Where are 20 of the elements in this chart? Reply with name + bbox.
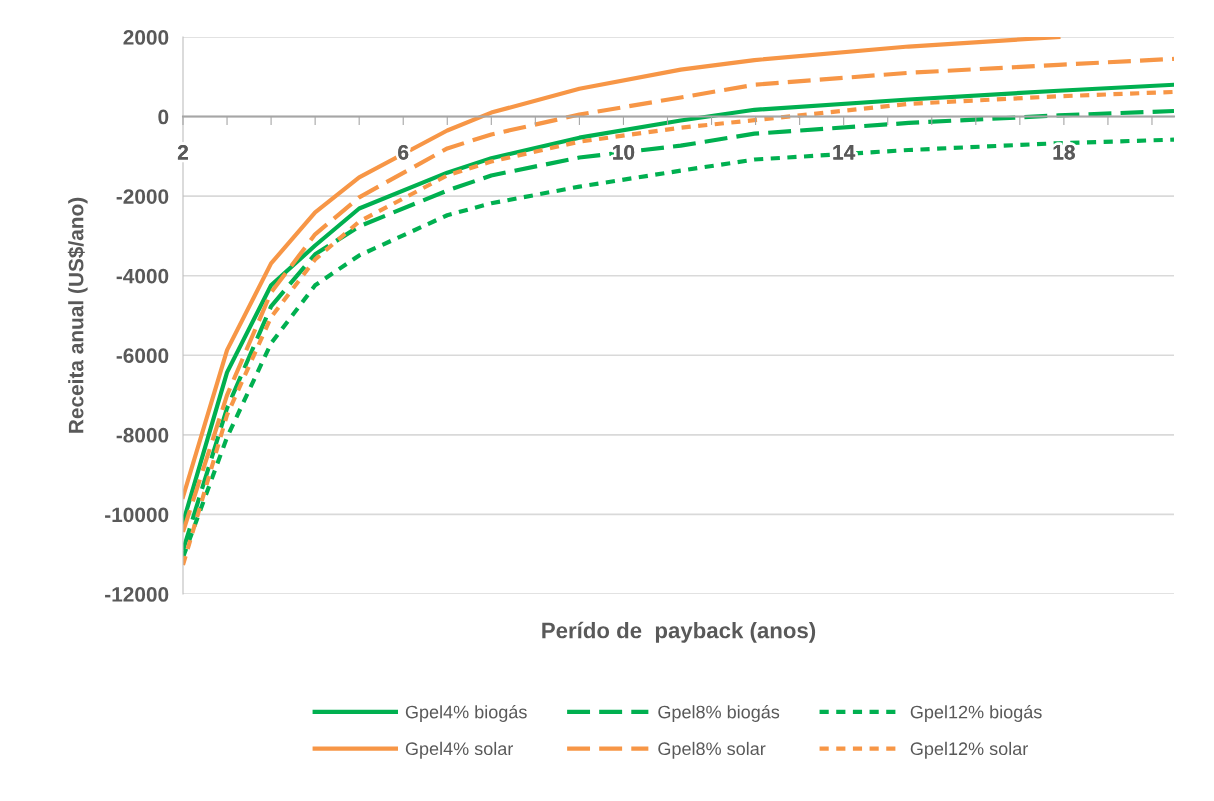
legend-label: Gpel4% solar [405,741,514,759]
y-axis-title: Receita anual (US$/ano) [67,197,88,433]
y-tick-label: -8000 [116,427,169,443]
legend-label: Gpel12% biogás [910,704,1042,722]
legend-label: Gpel4% biogás [405,704,527,722]
x-axis-title: Perído de payback (anos) [542,621,816,643]
y-tick-label: -4000 [116,268,169,284]
y-tick-label: -10000 [105,507,169,523]
y-tick-label: 2000 [123,30,169,45]
x-tick-label: 18 [1053,144,1075,160]
legend-label: Gpel8% biogás [658,704,780,722]
y-tick-label: -2000 [116,189,169,204]
y-tick-label: -6000 [116,348,169,364]
y-tick-label: -12000 [105,587,169,602]
legend-label: Gpel8% solar [658,741,766,759]
y-tick-label: 0 [158,109,169,125]
x-tick-label: 2 [177,144,188,160]
legend-label: Gpel12% solar [910,741,1028,759]
x-tick-label: 10 [613,144,635,160]
x-tick-label: 14 [833,145,856,160]
